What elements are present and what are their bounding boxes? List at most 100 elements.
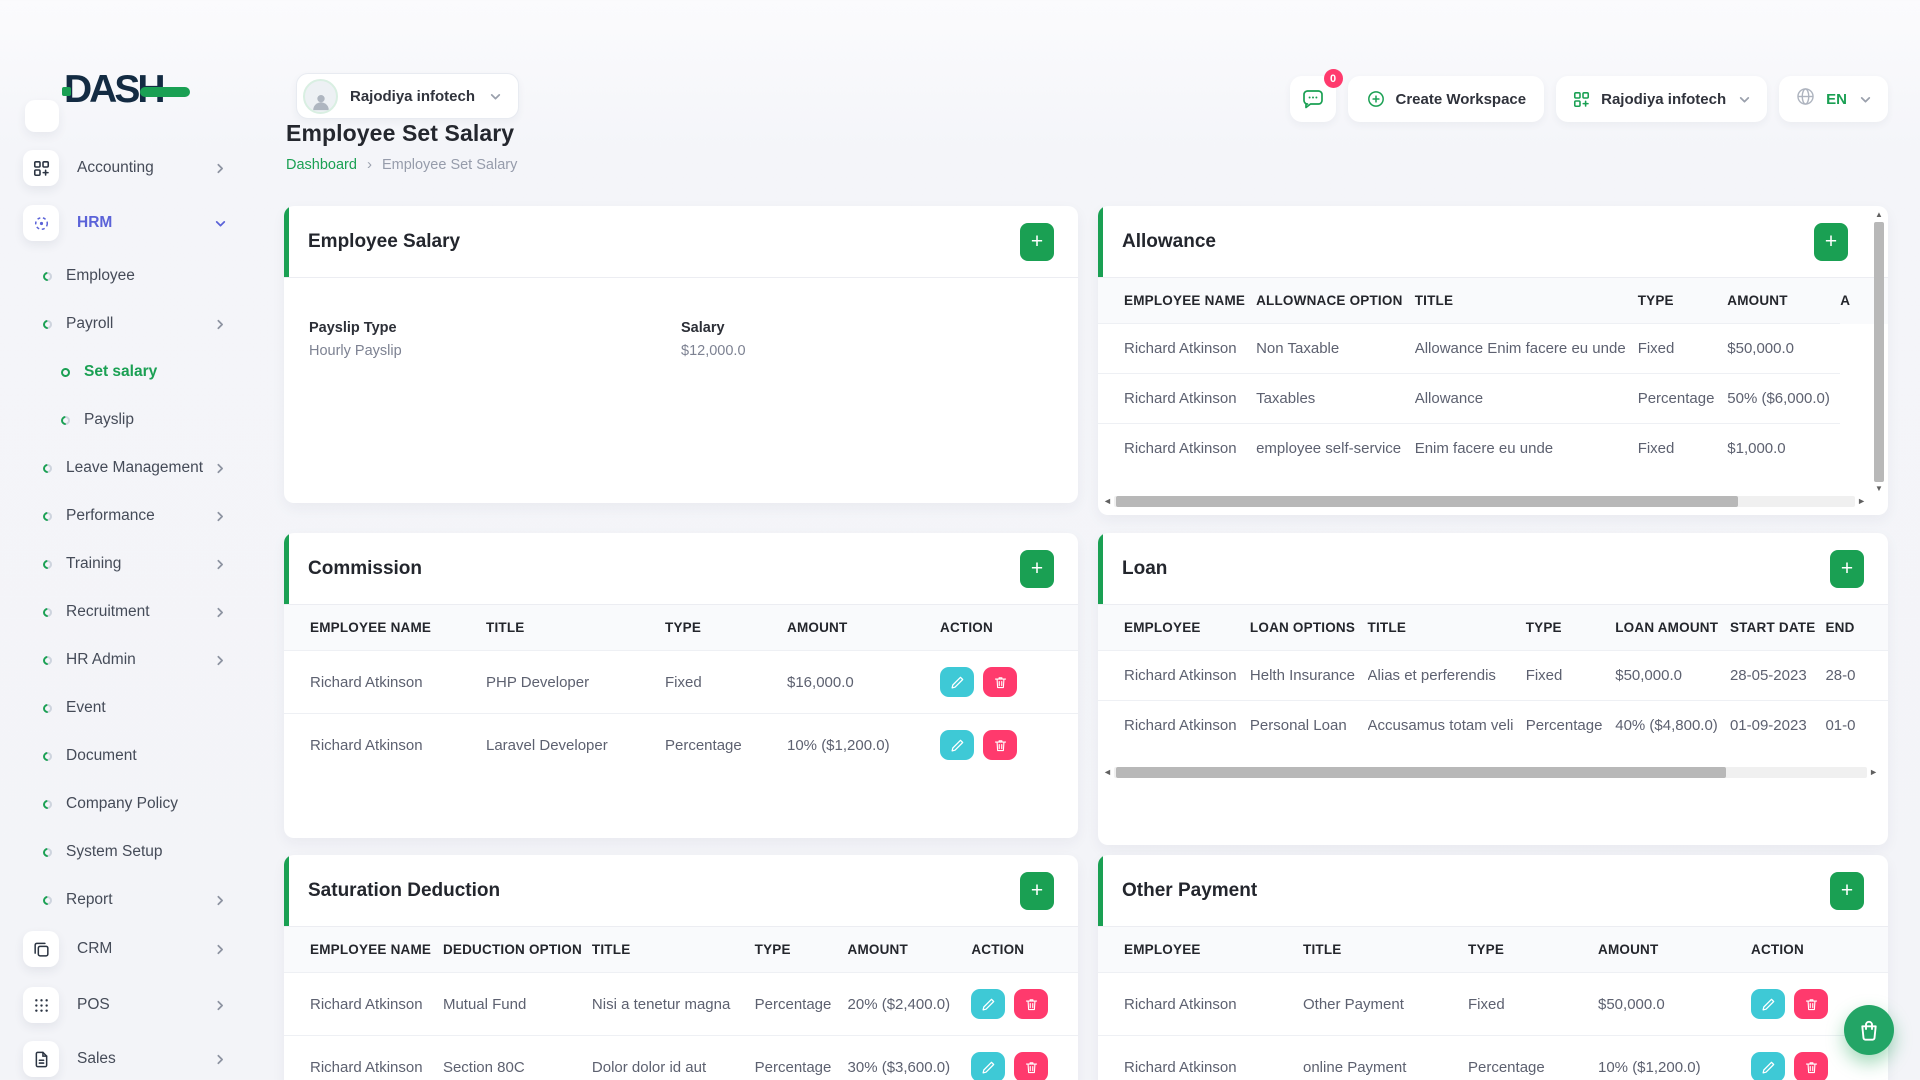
table-row: Richard Atkinson Helth Insurance Alias et …	[1098, 650, 1888, 701]
loan-card: Loan + EMPLOYEE LOAN OPTIONS TITLE TYPE LOAN…	[1098, 533, 1888, 845]
edit-pencil-icon	[951, 676, 963, 688]
organization-dropdown[interactable]: Rajodiya infotech	[1556, 76, 1768, 122]
sidebar-item-document[interactable]: Document	[0, 742, 257, 770]
payslip-type-field: Payslip Type Hourly Payslip	[309, 320, 681, 359]
scroll-down-icon[interactable]: ▼	[1875, 484, 1883, 493]
edit-button[interactable]	[940, 730, 974, 760]
scroll-left-icon[interactable]: ◄	[1103, 496, 1112, 506]
delete-trash-icon	[994, 739, 1006, 751]
scroll-right-icon[interactable]: ►	[1857, 496, 1866, 506]
sidebar-item-payroll[interactable]: Payroll	[0, 310, 257, 338]
sidebar-item-set-salary[interactable]: Set salary	[0, 358, 257, 386]
column-header: LOAN OPTIONS	[1249, 605, 1368, 651]
table-cell: Percentage	[1525, 700, 1616, 750]
vertical-scrollbar[interactable]: ▲ ▼	[1873, 211, 1885, 493]
delete-button[interactable]	[1014, 989, 1049, 1019]
scroll-up-icon[interactable]: ▲	[1875, 210, 1883, 219]
edit-button[interactable]	[1751, 989, 1785, 1019]
table-cell: Percentage	[754, 972, 848, 1036]
column-header: EMPLOYEE NAME	[284, 927, 443, 973]
edit-button[interactable]	[940, 667, 974, 697]
table-cell: Personal Loan	[1249, 700, 1368, 750]
sidebar-item-label: Recruitment	[66, 603, 150, 620]
other-payment-card: Other Payment + EMPLOYEE TITLE TYPE AMOUNT A…	[1098, 855, 1888, 1080]
edit-pencil-icon	[982, 998, 995, 1010]
hrm-icon	[34, 216, 48, 230]
hrm-icon	[23, 205, 59, 241]
delete-button[interactable]	[1794, 989, 1828, 1019]
table-cell: employee self-service	[1256, 423, 1415, 473]
scroll-left-icon[interactable]: ◄	[1103, 767, 1112, 777]
sidebar-item-label: Company Policy	[66, 795, 178, 812]
sidebar-item-partial[interactable]	[25, 100, 59, 132]
commission-table: EMPLOYEE NAME TITLE TYPE AMOUNT ACTION Richar…	[284, 605, 1078, 776]
saturation-deduction-table: EMPLOYEE NAME DEDUCTION OPTION TITLE TYPE AM…	[284, 927, 1078, 1080]
add-deduction-button[interactable]: +	[1020, 871, 1054, 910]
add-other-payment-button[interactable]: +	[1830, 871, 1864, 910]
column-header: END	[1825, 605, 1888, 651]
bullet-icon	[59, 413, 72, 427]
sidebar-item-training[interactable]: Training	[0, 550, 257, 578]
sidebar-item-event[interactable]: Event	[0, 694, 257, 722]
add-commission-button[interactable]: +	[1020, 549, 1054, 588]
table-cell: PHP Developer	[486, 650, 665, 714]
row-actions	[971, 972, 1078, 1036]
edit-pencil-icon	[1762, 998, 1774, 1010]
edit-button[interactable]	[971, 1052, 1006, 1080]
column-header: ACTION	[1751, 927, 1888, 973]
bullet-icon	[41, 653, 54, 667]
workspace-user-dropdown[interactable]: Rajodiya infotech	[296, 73, 520, 119]
table-cell: 01-0	[1825, 700, 1888, 750]
sidebar-item-hr-admin[interactable]: HR Admin	[0, 646, 257, 674]
sidebar-item-leave-management[interactable]: Leave Management	[0, 454, 257, 482]
delete-button[interactable]	[1794, 1052, 1828, 1080]
horizontal-scrollbar[interactable]: ◄ ►	[1103, 495, 1866, 508]
add-loan-button[interactable]: +	[1830, 549, 1864, 588]
allowance-card: Allowance + EMPLOYEE NAME ALLOWNACE OPTIO…	[1098, 206, 1888, 515]
add-allowance-button[interactable]: +	[1814, 222, 1848, 261]
person-icon	[312, 94, 329, 110]
sidebar-item-company-policy[interactable]: Company Policy	[0, 790, 257, 818]
sidebar-item-performance[interactable]: Performance	[0, 502, 257, 530]
sales-document-icon	[35, 1051, 47, 1067]
breadcrumb-dashboard-link[interactable]: Dashboard	[286, 156, 357, 173]
edit-button[interactable]	[1751, 1052, 1785, 1080]
sidebar-item-employee[interactable]: Employee	[0, 262, 257, 290]
table-cell: Dolor dolor id aut	[591, 1035, 755, 1080]
sidebar-item-crm[interactable]: CRM	[0, 930, 257, 968]
horizontal-scrollbar[interactable]: ◄ ►	[1103, 766, 1878, 779]
row-actions	[971, 1035, 1078, 1080]
chevron-right-icon	[214, 1053, 227, 1066]
table-cell: online Payment	[1303, 1035, 1468, 1080]
cart-floating-button[interactable]	[1844, 1005, 1894, 1055]
language-dropdown[interactable]: EN	[1779, 76, 1888, 122]
delete-button[interactable]	[983, 730, 1017, 760]
table-cell: 01-09-2023	[1729, 700, 1826, 750]
chevron-right-icon	[214, 894, 227, 907]
delete-button[interactable]	[1014, 1052, 1049, 1080]
create-workspace-button[interactable]: Create Workspace	[1347, 76, 1545, 122]
chevron-down-icon	[1738, 93, 1751, 106]
scroll-right-icon[interactable]: ►	[1869, 767, 1878, 777]
sales-icon	[23, 1041, 59, 1077]
column-header: EMPLOYEE	[1098, 927, 1303, 973]
delete-button[interactable]	[983, 667, 1017, 697]
sidebar-item-hrm[interactable]: HRM	[0, 204, 257, 242]
add-salary-button[interactable]: +	[1020, 222, 1054, 261]
edit-button[interactable]	[971, 989, 1006, 1019]
sidebar-item-pos[interactable]: POS	[0, 986, 257, 1024]
table-row: Richard Atkinson Other Payment Fixed $50,00…	[1098, 972, 1888, 1036]
card-title: Allowance	[1122, 230, 1216, 252]
sidebar-item-payslip[interactable]: Payslip	[0, 406, 257, 434]
app-logo[interactable]: DASH	[62, 68, 204, 112]
sidebar-item-system-setup[interactable]: System Setup	[0, 838, 257, 866]
table-cell: Richard Atkinson	[284, 650, 486, 714]
sidebar-item-sales[interactable]: Sales	[0, 1040, 257, 1078]
sidebar-item-recruitment[interactable]: Recruitment	[0, 598, 257, 626]
logo-dot	[62, 87, 71, 96]
messages-button[interactable]: 0	[1289, 69, 1343, 122]
delete-trash-icon	[1025, 1061, 1037, 1073]
logo-dash-bar	[140, 87, 190, 97]
sidebar-item-report[interactable]: Report	[0, 886, 257, 914]
sidebar-item-accounting[interactable]: Accounting	[0, 149, 257, 187]
